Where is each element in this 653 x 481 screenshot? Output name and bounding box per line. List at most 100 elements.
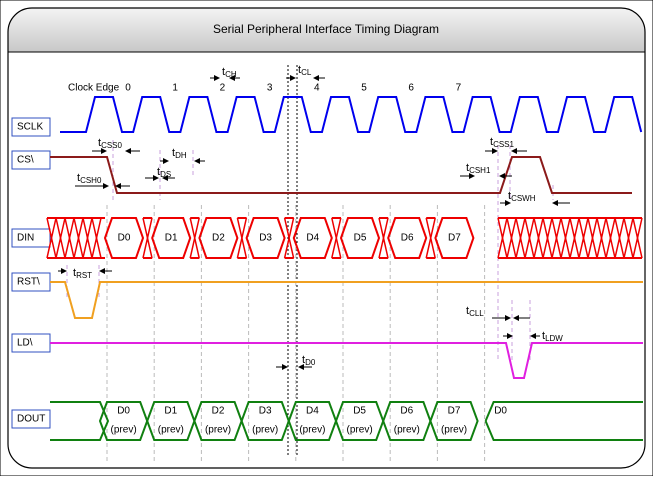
clock-edge-number: 7	[456, 83, 462, 94]
din-eye	[103, 217, 145, 259]
frame	[7, 7, 646, 469]
dout-bit: D2	[212, 406, 225, 417]
din-hatch	[189, 217, 200, 259]
din-bit: D5	[354, 233, 367, 244]
din-hatch	[283, 217, 295, 259]
din-hatch	[524, 217, 535, 259]
title-band	[8, 8, 645, 52]
timing-sub: CSS1	[493, 140, 514, 149]
din-hatch	[515, 217, 526, 259]
din-eye	[245, 217, 286, 259]
clock-edge-number: 6	[408, 83, 414, 94]
din-hatch	[533, 217, 544, 259]
din-hatch	[497, 217, 508, 259]
din-hatch	[632, 217, 643, 259]
timing-t: t	[298, 64, 301, 76]
din-hatch	[596, 217, 607, 259]
clock-edge-number: 5	[361, 83, 367, 94]
timing-sub: CLL	[469, 309, 484, 318]
timing-t: t	[466, 162, 469, 174]
din-bit: D0	[118, 233, 131, 244]
timing-sub: DS	[160, 170, 171, 179]
dout-bit: D5	[353, 406, 366, 417]
din-hatch	[623, 217, 634, 259]
dout-bit: D3	[259, 406, 272, 417]
timing-sub: CSS0	[101, 141, 122, 150]
signal-label: DOUT	[17, 414, 45, 425]
timing-sub: CL	[301, 68, 312, 77]
dout-bit: D7	[448, 406, 461, 417]
din-hatch	[378, 217, 389, 259]
signal-label: CS\	[17, 155, 34, 166]
timing-sub: CH	[225, 70, 237, 79]
clock-edge-number: 1	[172, 83, 178, 94]
din-hatch	[142, 217, 153, 259]
clock-edge-number: 2	[220, 83, 226, 94]
dout-bit: D0	[494, 406, 507, 417]
timing-label: tCSH1	[466, 162, 491, 175]
timing-sub: RST	[76, 271, 92, 280]
title: Serial Peripheral Interface Timing Diagr…	[213, 22, 439, 36]
timing-sub: D0	[305, 358, 316, 367]
dout-eye	[484, 401, 643, 422]
din-eye	[434, 217, 475, 259]
din-hatch	[91, 217, 102, 259]
din-hatch	[551, 217, 562, 259]
signal-label: DIN	[17, 233, 34, 244]
timing-t: t	[157, 166, 160, 178]
timing-t: t	[98, 137, 101, 149]
timing-sub: CSH0	[80, 176, 102, 185]
dout-bit: D1	[164, 406, 177, 417]
din-hatch	[506, 217, 517, 259]
timing-label: tLDW	[542, 330, 563, 343]
din-hatch	[569, 217, 580, 259]
din-hatch	[236, 217, 248, 259]
din-hatch	[73, 217, 84, 259]
dout-bit: D0	[117, 406, 130, 417]
din-hatch	[82, 217, 93, 259]
dout-prev: (prev)	[299, 425, 325, 436]
dout-prev: (prev)	[347, 425, 373, 436]
din-bit: D6	[401, 233, 414, 244]
dout-prev: (prev)	[111, 425, 137, 436]
din-eye	[198, 217, 239, 259]
signal-box	[11, 117, 51, 137]
din-eye	[151, 217, 192, 259]
dout-prev: (prev)	[441, 425, 467, 436]
signal-box	[11, 228, 51, 248]
timing-label: tRST	[73, 267, 92, 280]
ld-wave	[50, 342, 643, 379]
din-bit: D1	[165, 233, 178, 244]
timing-t: t	[542, 330, 545, 342]
din-eye	[292, 217, 333, 259]
timing-t: t	[508, 190, 511, 202]
din-hatch	[587, 217, 598, 259]
dout-eye	[484, 420, 643, 441]
din-bit: D3	[259, 233, 272, 244]
dout-prev: (prev)	[252, 425, 278, 436]
timing-label: tD0	[302, 354, 316, 367]
signal-label: RST\	[17, 277, 40, 288]
clock-edge-number: 4	[314, 83, 320, 94]
timing-label: tCL	[298, 64, 312, 77]
dout-bit: D4	[306, 406, 319, 417]
din-hatch	[46, 217, 57, 259]
dout-prev: (prev)	[205, 425, 231, 436]
timing-sub: CSH1	[469, 166, 491, 175]
signal-label: LD\	[17, 338, 33, 349]
timing-label: tCSS1	[490, 136, 515, 149]
timing-t: t	[77, 172, 80, 184]
signal-label: SCLK	[17, 122, 43, 133]
din-bit: D2	[212, 233, 225, 244]
timing-label: tDS	[157, 166, 171, 179]
timing-label: tCH	[222, 66, 237, 79]
timing-sub: DH	[175, 151, 187, 160]
timing-label: tCSS0	[98, 137, 123, 150]
timing-t: t	[490, 136, 493, 148]
din-hatch	[55, 217, 66, 259]
dout-eye	[429, 401, 479, 441]
clock-edge-number: 0	[125, 83, 131, 94]
din-hatch	[64, 217, 75, 259]
